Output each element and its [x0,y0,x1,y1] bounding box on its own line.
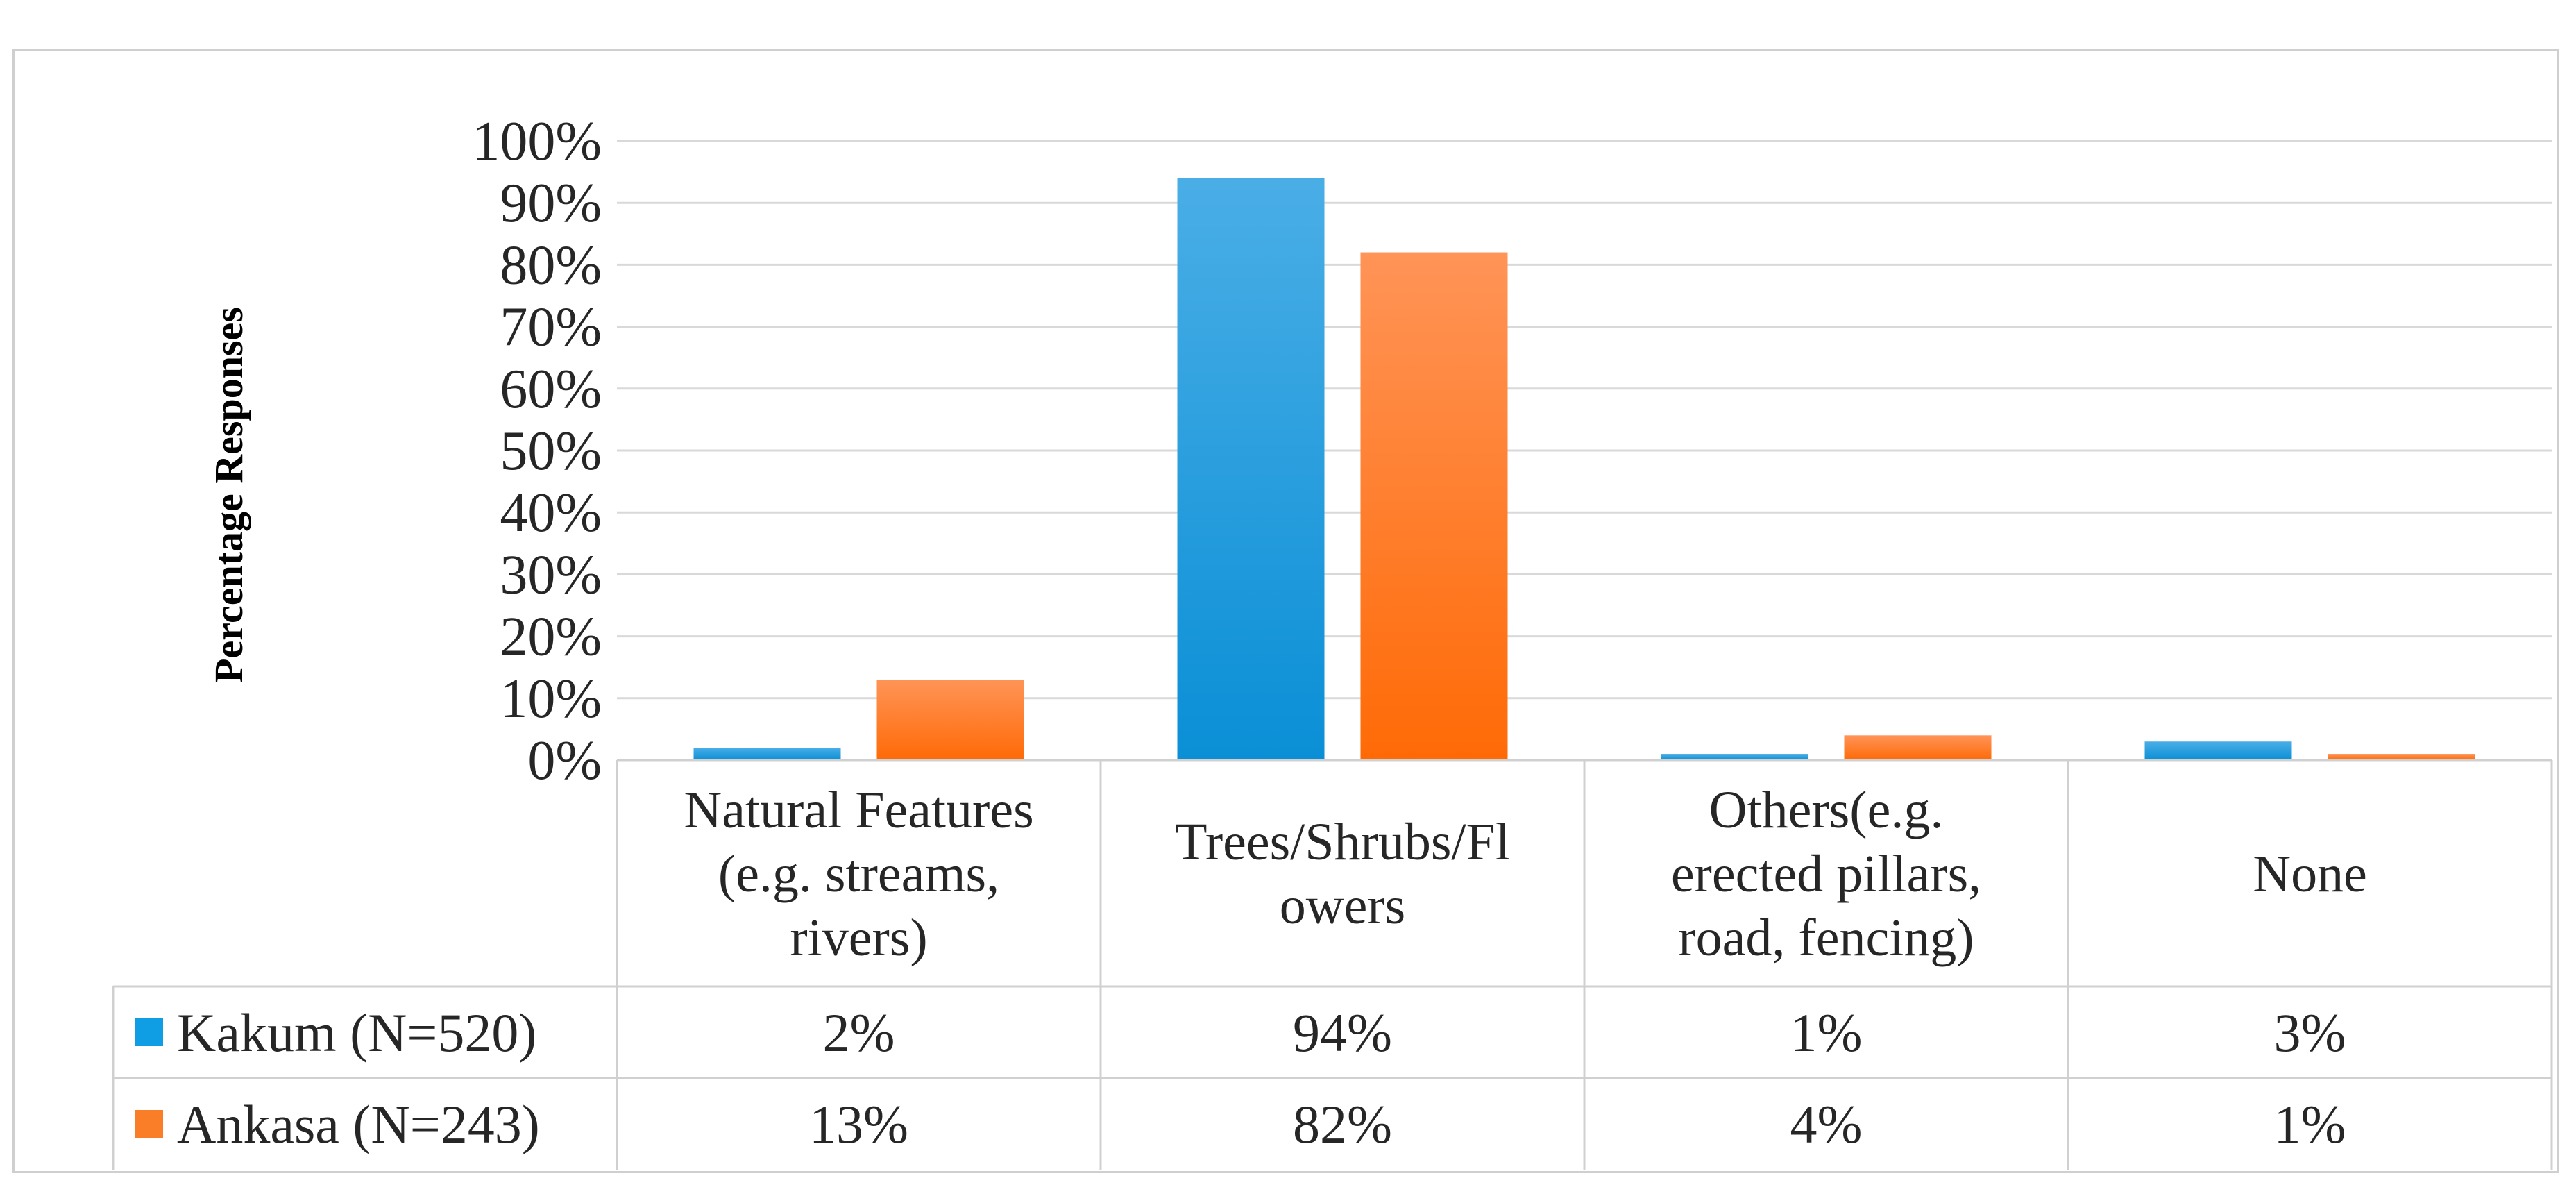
gridlines [617,140,2552,762]
y-tick-label: 70% [500,297,602,358]
legend-label: Ankasa (N=243) [177,1094,540,1154]
y-tick-label: 100% [472,111,602,172]
bar-ankasa [876,680,1024,760]
bar-kakum [1661,754,1808,760]
y-tick-label: 40% [500,482,602,544]
data-label: 13% [809,1094,908,1154]
x-category-label: owers [1280,877,1406,935]
y-axis-label: Percentage Responses [206,307,251,683]
y-tick-label: 30% [500,544,602,605]
y-tick-label: 10% [500,669,602,730]
y-tick-label: 50% [500,421,602,482]
data-label: 94% [1293,1002,1392,1063]
bar-chart: 0%10%20%30%40%50%60%70%80%90%100% Natura… [112,111,2553,1170]
y-axis-ticks: 0%10%20%30%40%50%60%70%80%90%100% [472,111,602,791]
bar-kakum [2144,741,2292,760]
x-category-label: road, fencing) [1678,909,1974,967]
bar-ankasa [2328,754,2475,760]
bar-ankasa [1360,252,1508,760]
legend-swatch [135,1018,163,1046]
y-tick-label: 20% [500,607,602,668]
x-category-label: Trees/Shrubs/Fl [1175,813,1510,871]
y-tick-label: 60% [500,359,602,420]
data-label: 4% [1790,1094,1863,1154]
x-category-label: None [2253,845,2367,903]
bars [693,178,2475,760]
x-category-label: erected pillars, [1671,845,1981,903]
y-tick-label: 0% [527,730,602,791]
legend-label: Kakum (N=520) [177,1002,536,1063]
y-tick-label: 90% [500,173,602,234]
x-category-label: (e.g. streams, [718,845,999,903]
data-label: 1% [1790,1002,1863,1063]
x-category-label: rivers) [790,909,927,967]
data-label: 82% [1293,1094,1392,1154]
legend-swatch [135,1110,163,1138]
x-category-label: Natural Features [684,781,1033,839]
data-label: 2% [823,1002,895,1063]
bar-kakum [693,748,841,760]
y-tick-label: 80% [500,235,602,296]
data-label: 3% [2274,1002,2346,1063]
chart-frame: 0% 10% 20% 30% 40% 50% 60% 70% 80% 90% 100% Natura… [12,49,2559,1173]
x-category-label: Others(e.g. [1709,781,1944,839]
bar-ankasa [1844,735,1992,760]
data-table: Natural Features (e.g. streams, rivers) Tre… [112,759,2553,1170]
data-label: 1% [2274,1094,2346,1154]
bar-kakum [1177,178,1325,760]
